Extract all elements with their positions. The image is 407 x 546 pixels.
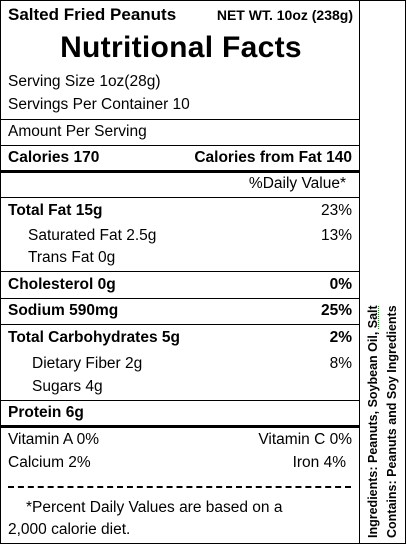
calcium: Calcium 2%: [8, 454, 91, 471]
label-title: Nutritional Facts: [60, 31, 302, 64]
divider: [1, 197, 359, 198]
dietary-fiber-row: Dietary Fiber 2g 8%: [32, 352, 352, 376]
footnote: *Percent Daily Values are based on a 2,0…: [8, 497, 353, 541]
label-header: Salted Fried Peanuts NET WT. 10oz (238g): [8, 5, 353, 27]
divider-medium: [1, 170, 359, 173]
dietary-fiber-label: Dietary Fiber 2g: [32, 355, 143, 372]
calories-value: Calories 170: [8, 149, 100, 166]
vitamin-c: Vitamin C 0%: [258, 431, 352, 448]
iron: Iron 4%: [292, 454, 346, 471]
sugars-label: Sugars 4g: [32, 378, 103, 395]
ingredients-line: Ingredients: Peanuts, Soybean Oil, Salt: [364, 1, 383, 538]
total-carbohydrates-label: Total Carbohydrates 5g: [8, 329, 180, 346]
protein-label: Protein 6g: [8, 404, 84, 421]
divider: [1, 271, 359, 272]
divider: [1, 119, 359, 120]
vitamins-row: Vitamin A 0% Vitamin C 0%: [8, 428, 352, 452]
ingredients-panel: Ingredients: Peanuts, Soybean Oil, Salt …: [360, 0, 406, 544]
saturated-fat-dv: 13%: [320, 227, 352, 244]
total-carbohydrates-row: Total Carbohydrates 5g 2%: [8, 326, 352, 350]
divider: [1, 324, 359, 325]
cholesterol-row: Cholesterol 0g 0%: [8, 273, 352, 297]
amount-per-serving-text: Amount Per Serving: [8, 123, 147, 140]
calories-from-fat-value: Calories from Fat 140: [194, 149, 352, 166]
daily-value-header: %Daily Value*: [8, 172, 352, 196]
vitamin-a: Vitamin A 0%: [8, 431, 100, 448]
ingredients-text-block: Ingredients: Peanuts, Soybean Oil, Salt …: [364, 1, 402, 538]
protein-row: Protein 6g: [8, 401, 352, 425]
net-weight: NET WT. 10oz (238g): [216, 7, 353, 23]
minerals-row: Calcium 2% Iron 4%: [8, 451, 352, 475]
daily-value-header-text: %Daily Value*: [248, 175, 346, 192]
cholesterol-label: Cholesterol 0g: [8, 276, 116, 293]
divider-medium: [1, 425, 359, 428]
sodium-row: Sodium 590mg 25%: [8, 299, 352, 323]
dietary-fiber-dv: 8%: [329, 355, 352, 372]
trans-fat-label: Trans Fat 0g: [28, 249, 116, 266]
sodium-dv: 25%: [320, 302, 352, 319]
divider: [1, 145, 359, 146]
nutrition-label: Salted Fried Peanuts NET WT. 10oz (238g)…: [0, 0, 360, 544]
dashed-divider: [8, 486, 351, 488]
calories-row: Calories 170 Calories from Fat 140: [8, 146, 352, 170]
trans-fat-row: Trans Fat 0g: [28, 246, 352, 270]
servings-per-container: Servings Per Container 10: [8, 93, 352, 117]
amount-per-serving: Amount Per Serving: [8, 120, 352, 144]
saturated-fat-row: Saturated Fat 2.5g 13%: [28, 224, 352, 248]
serving-size: Serving Size 1oz(28g): [8, 70, 352, 94]
product-name: Salted Fried Peanuts: [8, 5, 177, 24]
footnote-line-1: *Percent Daily Values are based on a: [26, 499, 283, 516]
divider: [1, 400, 359, 401]
allergen-statement: Contains: Peanuts and Soy Ingredients: [385, 305, 399, 538]
servings-per-container-text: Servings Per Container 10: [8, 96, 190, 113]
sodium-label: Sodium 590mg: [8, 302, 119, 319]
footnote-line-2: 2,000 calorie diet.: [8, 521, 131, 538]
ingredient-salt: Salt: [366, 305, 380, 329]
total-fat-row: Total Fat 15g 23%: [8, 199, 352, 223]
divider: [1, 298, 359, 299]
total-fat-dv: 23%: [320, 202, 352, 219]
sugars-row: Sugars 4g: [32, 375, 352, 399]
serving-size-text: Serving Size 1oz(28g): [8, 73, 161, 90]
total-fat-label: Total Fat 15g: [8, 202, 103, 219]
ingredients-prefix: Ingredients: Peanuts, Soybean Oil,: [366, 328, 380, 538]
cholesterol-dv: 0%: [329, 276, 352, 293]
total-carbohydrates-dv: 2%: [329, 329, 352, 346]
saturated-fat-label: Saturated Fat 2.5g: [28, 227, 157, 244]
